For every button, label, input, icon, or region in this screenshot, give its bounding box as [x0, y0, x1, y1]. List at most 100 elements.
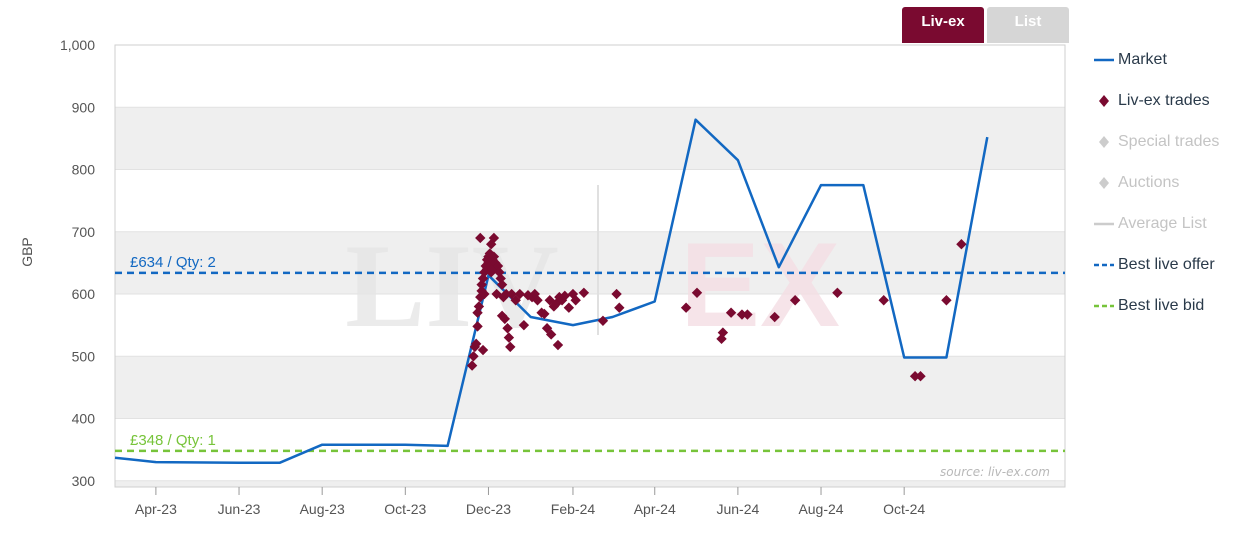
x-tick-label: Apr-23 [135, 501, 177, 517]
y-tick-label: 900 [72, 99, 96, 115]
trade-point [567, 288, 579, 300]
trade-point [505, 341, 516, 353]
x-tick-label: Aug-23 [300, 501, 345, 517]
trade-point [915, 370, 926, 382]
legend-item-label: Best live offer [1118, 256, 1215, 273]
trade-point [736, 309, 748, 320]
x-tick-label: Feb-24 [551, 501, 596, 517]
plot-band [115, 480, 1065, 487]
trade-point [503, 332, 515, 343]
trade-point [563, 302, 575, 313]
trade-point [551, 298, 562, 309]
list-toggle-button[interactable]: List [987, 7, 1069, 43]
legend-item[interactable]: Market [1093, 48, 1253, 89]
legend-item-label: Market [1118, 51, 1167, 68]
trade-point [691, 287, 703, 298]
legend-item[interactable]: Special trades [1093, 130, 1253, 171]
y-tick-label: 400 [72, 411, 96, 427]
legend-item-label: Liv-ex trades [1118, 92, 1210, 109]
dashed-line-icon [1094, 304, 1114, 308]
trade-point [554, 291, 565, 303]
trade-point [500, 288, 512, 300]
trade-point [552, 339, 564, 351]
trade-point [742, 309, 753, 320]
x-tick-label: Jun-23 [218, 501, 261, 517]
trade-point [502, 323, 513, 334]
trade-point [470, 338, 482, 350]
legend-diamond-symbol [1099, 95, 1109, 107]
legend-item[interactable]: Average List [1093, 212, 1253, 253]
plot-border [114, 44, 1066, 488]
livex-toggle-button[interactable]: Liv-ex [902, 7, 984, 43]
diamond-icon [1099, 95, 1109, 107]
legend-item[interactable]: Best live bid [1093, 294, 1253, 335]
trade-point [878, 295, 889, 306]
trade-point [570, 295, 581, 306]
plot-band [115, 231, 1065, 295]
line-icon [1094, 58, 1114, 62]
trade-point [479, 288, 490, 300]
chart-legend: Market Liv-ex trades Special trades Auction… [1093, 48, 1253, 335]
legend-diamond-symbol [1099, 177, 1109, 189]
x-tick-label: Jun-24 [716, 501, 759, 517]
trade-point [532, 295, 543, 306]
trade-point [510, 295, 521, 306]
trade-point [716, 333, 727, 345]
trade-point [473, 301, 485, 312]
market-line [114, 118, 989, 464]
legend-item-label: Auctions [1118, 174, 1180, 191]
legend-item-label: Average List [1118, 215, 1207, 232]
x-tick-label: Apr-24 [634, 501, 676, 517]
trade-point [488, 232, 500, 244]
diamond-icon [1099, 136, 1109, 148]
trade-point [956, 239, 967, 250]
x-tick-label: Oct-23 [384, 501, 426, 517]
x-tick-label: Dec-23 [466, 501, 511, 517]
legend-item-label: Best live bid [1118, 297, 1205, 314]
y-tick-label: 600 [72, 286, 96, 302]
reference-line-label: £634 / Qty: 2 [130, 254, 216, 271]
y-tick-label: 800 [72, 162, 96, 178]
y-tick-label: 1,000 [60, 37, 95, 53]
y-tick-label: 500 [72, 348, 96, 364]
trade-point [769, 311, 780, 323]
trade-point [541, 323, 553, 334]
trade-point [680, 302, 692, 313]
y-tick-label: 300 [72, 473, 96, 489]
trade-point [466, 360, 478, 371]
reference-line-label: £348 / Qty: 1 [130, 432, 216, 449]
trade-point [578, 287, 590, 298]
trade-point [717, 327, 729, 338]
trade-point [514, 288, 526, 300]
legend-item[interactable]: Auctions [1093, 171, 1253, 212]
trade-point [472, 321, 483, 332]
trade-point [725, 307, 737, 318]
trade-point [832, 287, 843, 298]
dashed-line-icon [1094, 263, 1114, 267]
trade-point [789, 295, 801, 306]
trade-point [468, 351, 479, 362]
trade-point [597, 315, 609, 326]
diamond-icon [1099, 177, 1109, 189]
trade-point [614, 302, 625, 313]
trade-point [475, 232, 486, 244]
trade-point [539, 308, 550, 320]
trade-point [545, 329, 557, 340]
trade-point [909, 370, 921, 382]
trade-point [477, 344, 489, 356]
trade-point [941, 295, 952, 306]
plot-band [115, 107, 1065, 170]
trade-point [499, 313, 511, 325]
y-axis-label: GBP [19, 237, 35, 267]
legend-item[interactable]: Liv-ex trades [1093, 89, 1253, 130]
plot-band [115, 356, 1065, 419]
legend-item-label: Special trades [1118, 133, 1220, 150]
watermark-left: LIV [345, 219, 558, 352]
trade-point [548, 301, 560, 312]
legend-diamond-symbol [1099, 136, 1109, 148]
trade-point [526, 291, 538, 303]
trade-point [529, 288, 540, 300]
legend-item[interactable]: Best live offer [1093, 253, 1253, 294]
